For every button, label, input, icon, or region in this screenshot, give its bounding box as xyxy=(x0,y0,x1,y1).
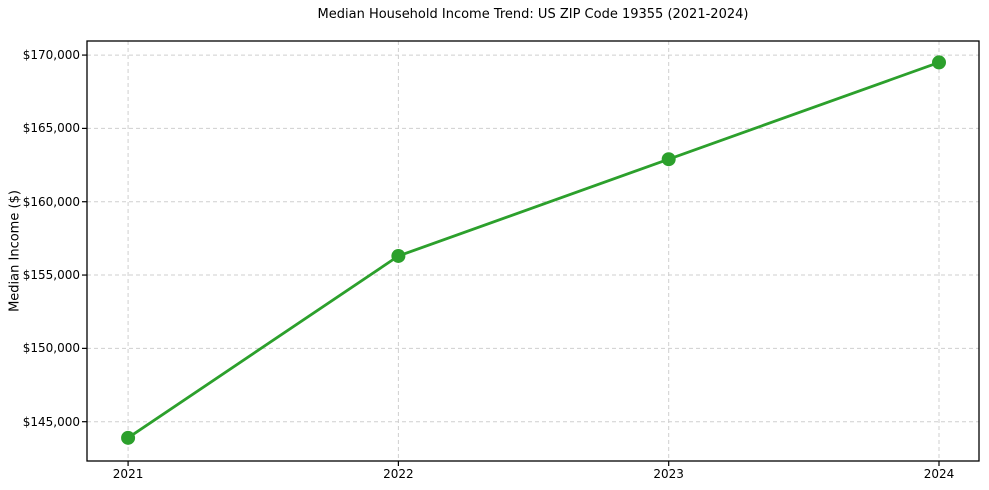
y-tick-label: $145,000 xyxy=(22,414,80,429)
y-tick-label: $170,000 xyxy=(22,48,80,63)
y-tick-label: $155,000 xyxy=(22,268,80,283)
y-tick-label: $150,000 xyxy=(22,341,80,356)
x-tick-label: 2022 xyxy=(383,467,414,481)
trend-line xyxy=(126,61,941,440)
y-tick-label: $160,000 xyxy=(22,194,80,209)
data-point-2023 xyxy=(661,152,676,167)
x-tick-label: 2021 xyxy=(112,467,144,481)
chart-title: Median Household Income Trend: US ZIP Co… xyxy=(317,7,749,22)
plot-border xyxy=(86,40,980,462)
x-tick-label: 2023 xyxy=(653,467,684,481)
data-point-2022 xyxy=(391,248,406,263)
y-tick-label: $165,000 xyxy=(22,121,80,136)
x-tick-label: 2024 xyxy=(923,467,955,481)
data-point-2021 xyxy=(121,430,136,445)
data-point-2024 xyxy=(931,55,946,70)
